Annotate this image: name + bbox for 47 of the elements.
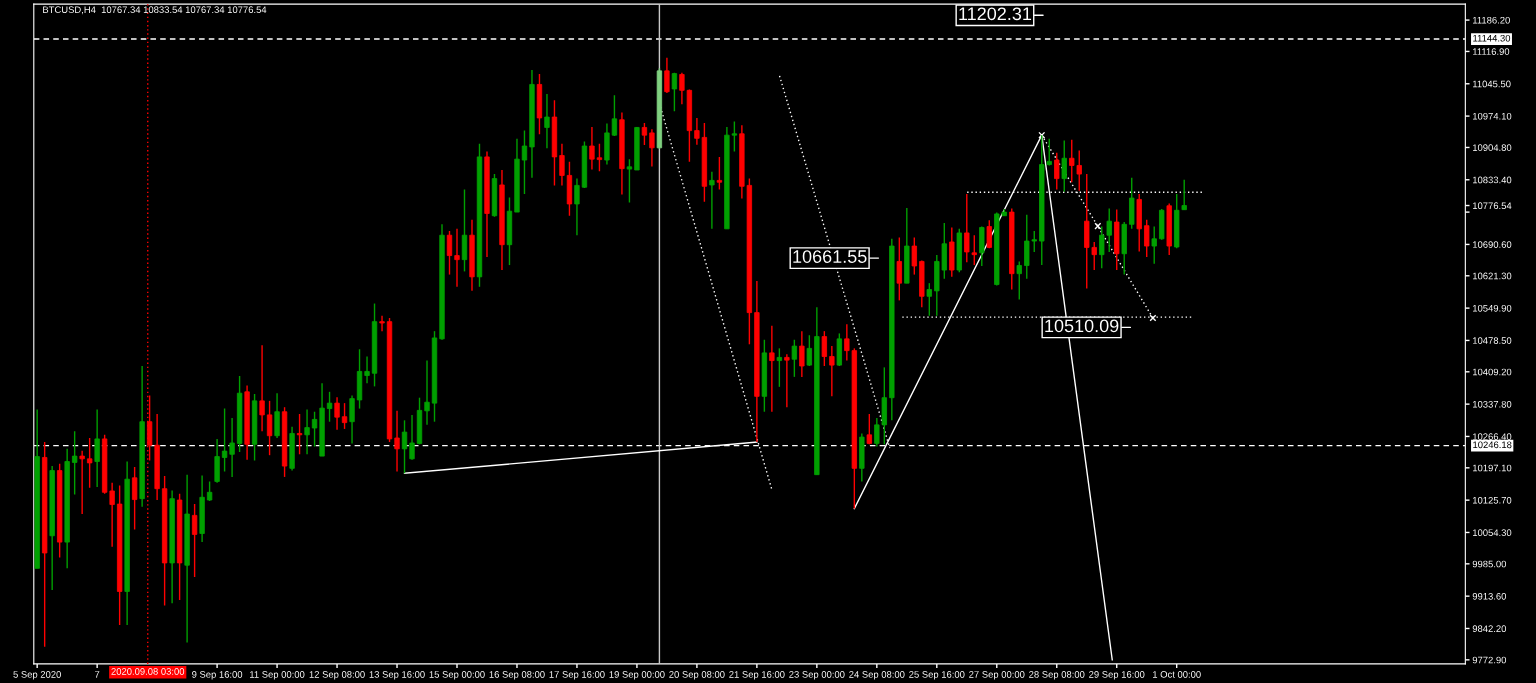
x-tick-label: 28 Sep 08:00 [1029, 671, 1085, 680]
y-tick-label: 10266.40 [1473, 433, 1512, 440]
x-tick-label: 25 Sep 16:00 [909, 671, 965, 680]
x-tick-label: 21 Sep 16:00 [729, 671, 785, 680]
annotation: 10510.09 [1045, 319, 1119, 333]
y-tick-label: 10337.80 [1473, 400, 1512, 408]
y-tick-label: 11116.90 [1473, 48, 1510, 55]
y-tick-label: 10197.10 [1473, 464, 1512, 472]
x-tick-label: 12 Sep 08:00 [309, 671, 365, 680]
y-tick-label: 11186.20 [1473, 16, 1510, 24]
x-tick-label: 7 [95, 671, 100, 678]
y-tick-label: 10054.30 [1473, 529, 1512, 536]
y-tick-label: 11045.50 [1473, 80, 1511, 88]
y-tick-label: 10974.10 [1473, 112, 1512, 120]
y-tick-label: 10125.70 [1473, 496, 1512, 504]
y-tick-label: 9772.90 [1472, 656, 1507, 664]
x-tick-label: 16 Sep 08:00 [489, 671, 545, 680]
y-tick-label: 10690.60 [1473, 241, 1512, 248]
x-tick-label: 15 Sep 00:00 [429, 671, 485, 680]
x-tick-label: 23 Sep 00:00 [789, 671, 845, 680]
ref-line-label: 2020.09.08 03:00 [111, 668, 185, 675]
y-tick-label: 10904.80 [1473, 144, 1512, 151]
chart-title: BTCUSD,H4 10767.34 10833.54 10767.34 10776.54 [43, 6, 267, 15]
ref-line-label: 10246.18 [1473, 441, 1512, 449]
y-tick-label: 9913.60 [1472, 592, 1507, 600]
annotation: 11202.31 [959, 7, 1032, 21]
y-tick-label: 9842.20 [1472, 625, 1507, 632]
annotation: 10661.55 [793, 250, 867, 263]
y-tick-label: 10409.20 [1473, 368, 1512, 376]
x-tick-label: 29 Sep 16:00 [1089, 671, 1145, 680]
y-tick-label: 9985.00 [1472, 560, 1507, 568]
y-tick-label: 10833.40 [1473, 176, 1512, 184]
ref-line-label: 11144.30 [1473, 34, 1511, 42]
x-tick-label: 17 Sep 16:00 [549, 671, 605, 680]
y-tick-label: 10776.54 [1473, 202, 1512, 210]
y-tick-label: 10549.90 [1473, 304, 1512, 312]
y-tick-label: 10478.50 [1473, 337, 1512, 344]
x-tick-label: 19 Sep 00:00 [609, 671, 665, 680]
x-tick-label: 9 Sep 16:00 [192, 671, 243, 680]
x-tick-label: 24 Sep 08:00 [849, 671, 905, 680]
x-tick-label: 20 Sep 08:00 [669, 671, 725, 680]
x-tick-label: 27 Sep 00:00 [969, 671, 1025, 680]
x-tick-label: 1 Oct 00:00 [1153, 671, 1201, 678]
x-tick-label: 13 Sep 16:00 [369, 671, 425, 680]
y-tick-label: 10621.30 [1473, 272, 1512, 280]
x-tick-label: 11 Sep 00:00 [250, 671, 305, 680]
x-tick-label: 5 Sep 2020 [13, 671, 61, 680]
